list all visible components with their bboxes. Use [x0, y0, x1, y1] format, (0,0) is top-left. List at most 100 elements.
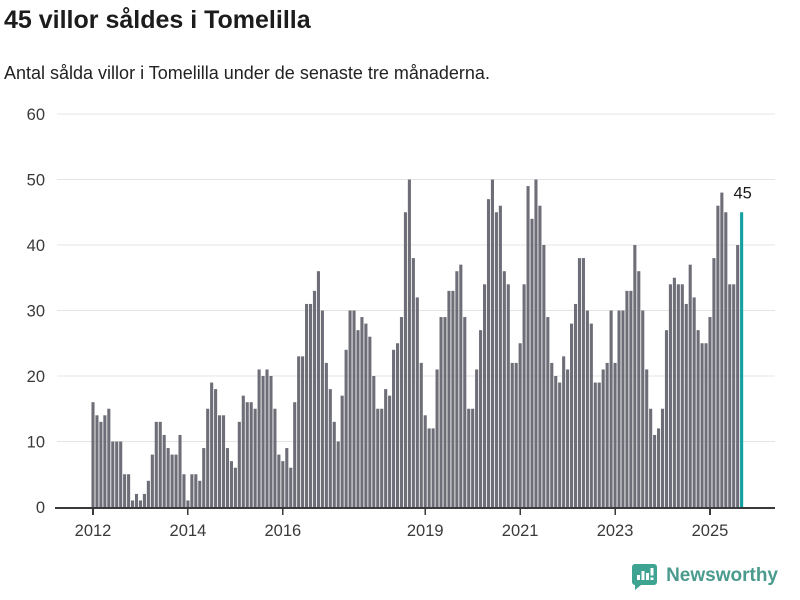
- bar-2014-10: [221, 415, 226, 507]
- bar-2013-8: [166, 448, 170, 507]
- bar-2020-2: [475, 369, 479, 507]
- x-axis-label-2014: 2014: [170, 522, 207, 540]
- bar-2023-12: [657, 428, 661, 507]
- bar-2015-12: [277, 454, 281, 507]
- bar-2020-12: [514, 362, 518, 507]
- bar-2019-3: [431, 428, 435, 507]
- bar-2019-10: [459, 264, 463, 507]
- bar-2013-11: [178, 434, 182, 507]
- bar-2020-5: [486, 199, 491, 507]
- bar-2022-10: [601, 369, 605, 507]
- bar-2019-12: [467, 408, 471, 507]
- bar-2020-1: [471, 408, 475, 507]
- bar-2025-5: [724, 212, 728, 507]
- bar-2016-5: [297, 356, 301, 507]
- bar-2016-10: [316, 271, 320, 507]
- x-axis-label-2025: 2025: [692, 522, 729, 540]
- bar-2024-10: [696, 330, 700, 507]
- bar-2023-6: [633, 245, 637, 507]
- bar-2016-3: [289, 467, 293, 507]
- bar-2012-9: [123, 474, 127, 507]
- bar-2016-12: [324, 362, 328, 507]
- bar-2021-11: [558, 382, 562, 507]
- bar-2023-5: [629, 290, 633, 507]
- bar-2022-12: [609, 310, 613, 507]
- bar-2015-7: [257, 369, 261, 507]
- bar-2023-7: [637, 271, 641, 507]
- bar-2020-11: [510, 362, 514, 507]
- bar-2021-12: [562, 356, 566, 507]
- brand-footer: Newsworthy: [631, 562, 778, 590]
- bar-2019-5: [439, 317, 443, 507]
- bar-2013-5: [154, 421, 158, 507]
- bar-2021-8: [546, 317, 550, 507]
- bar-2014-11: [225, 448, 230, 507]
- bar-2021-3: [526, 186, 530, 508]
- bar-2014-2: [190, 474, 194, 507]
- bar-2022-7: [589, 323, 593, 507]
- bar-2019-6: [443, 317, 447, 507]
- bar-2018-7: [399, 317, 404, 507]
- y-axis-label-30: 30: [27, 303, 45, 321]
- bar-2017-1: [328, 389, 332, 507]
- chart-subtitle: Antal sålda villor i Tomelilla under de …: [4, 63, 490, 83]
- bar-2021-5: [534, 179, 538, 507]
- bar-2017-7: [352, 310, 356, 507]
- bar-2014-8: [214, 389, 218, 507]
- bar-2019-7: [447, 290, 451, 507]
- bar-2021-10: [554, 376, 558, 507]
- y-axis-label-40: 40: [27, 237, 45, 255]
- bar-2022-6: [585, 310, 589, 507]
- bar-2024-1: [660, 408, 665, 507]
- bar-2023-1: [613, 362, 617, 507]
- bar-2012-4: [103, 415, 107, 507]
- bar-2024-2: [664, 330, 669, 507]
- bar-2023-8: [641, 310, 645, 507]
- bar-2021-9: [550, 362, 554, 507]
- bar-2024-8: [688, 264, 692, 507]
- latest-value-label: 45: [733, 184, 751, 202]
- bar-2015-9: [265, 369, 269, 507]
- bar-2012-3: [99, 421, 103, 507]
- bar-2022-9: [597, 382, 601, 507]
- bar-2020-7: [494, 212, 498, 507]
- bar-2017-11: [368, 336, 372, 507]
- bar-2022-4: [577, 258, 582, 507]
- bar-2013-12: [182, 474, 186, 507]
- bar-2014-7: [210, 382, 214, 507]
- bar-2018-2: [380, 408, 384, 507]
- bar-2017-5: [344, 349, 348, 507]
- bar-2023-9: [645, 369, 649, 507]
- brand-name: Newsworthy: [666, 565, 778, 586]
- bar-2023-10: [649, 408, 653, 507]
- bar-2022-5: [581, 258, 585, 507]
- bar-2024-12: [704, 343, 708, 507]
- bar-2024-11: [700, 343, 704, 507]
- bar-2024-6: [680, 284, 684, 507]
- y-axis-label-20: 20: [27, 368, 45, 386]
- bar-2015-8: [261, 376, 265, 507]
- bar-2023-11: [653, 434, 657, 507]
- bar-2014-4: [198, 480, 202, 507]
- bar-2024-5: [676, 284, 680, 507]
- logo-bar-2: [641, 571, 645, 580]
- bar-2018-11: [415, 297, 419, 507]
- logo-bar-1: [637, 575, 641, 580]
- bar-2012-8: [119, 441, 123, 507]
- y-axis-label-0: 0: [36, 499, 45, 517]
- bar-2013-10: [174, 454, 178, 507]
- bar-2017-10: [364, 323, 368, 507]
- bar-2013-3: [146, 480, 150, 507]
- bar-2016-2: [285, 448, 289, 507]
- logo-bar-3: [646, 573, 650, 580]
- bar-2023-2: [617, 310, 621, 507]
- bar-chart: 0 10 20 30 40 50 60 2012 2014 2016 2019 2021 2023 202…: [27, 106, 775, 540]
- bar-2017-12: [372, 376, 376, 507]
- bar-2013-1: [138, 500, 143, 507]
- bar-2014-9: [218, 415, 222, 507]
- bar-2024-7: [684, 303, 688, 507]
- x-axis-label-2021: 2021: [502, 522, 539, 540]
- bar-2014-6: [206, 408, 210, 507]
- y-axis-label-60: 60: [27, 106, 45, 124]
- bar-2019-8: [451, 290, 455, 507]
